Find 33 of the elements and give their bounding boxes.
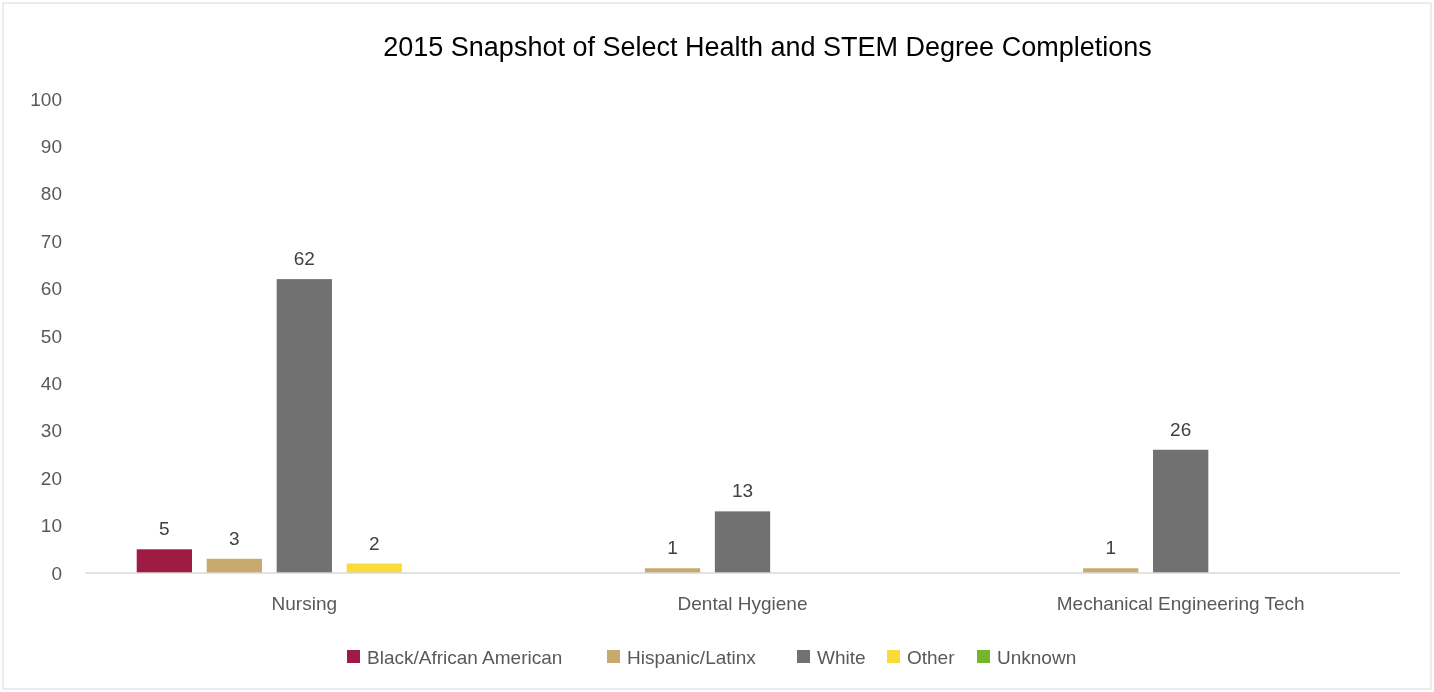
data-label: 62: [293, 248, 315, 270]
data-label: 26: [1170, 418, 1192, 440]
y-tick-label: 20: [40, 467, 62, 489]
y-tick-label: 60: [40, 278, 62, 300]
x-tick-label: Mechanical Engineering Tech: [1056, 593, 1305, 614]
y-tick-label: 40: [40, 373, 62, 395]
legend-label: Other: [907, 646, 956, 668]
legend-label: White: [817, 646, 866, 668]
chart-title: 2015 Snapshot of Select Health and STEM Degree Completions: [383, 32, 1152, 62]
bar: [1153, 449, 1209, 573]
data-label: 3: [229, 527, 240, 549]
data-label: 1: [667, 537, 678, 559]
bar: [714, 511, 771, 573]
y-tick-label: 90: [40, 136, 62, 158]
data-label: 5: [159, 518, 170, 540]
y-tick-label: 70: [40, 230, 62, 252]
y-tick-label: 100: [30, 88, 62, 110]
legend-label: Black/African American: [367, 646, 563, 668]
data-label: 2: [369, 532, 380, 554]
legend-label: Unknown: [997, 646, 1077, 668]
bar: [206, 558, 262, 573]
data-label: 1: [1105, 537, 1116, 559]
y-tick-label: 10: [40, 515, 62, 537]
y-tick-label: 80: [40, 183, 62, 205]
bar: [276, 279, 332, 573]
y-tick-label: 30: [40, 420, 62, 442]
legend-label: Hispanic/Latinx: [627, 646, 757, 668]
x-tick-label: Dental Hygiene: [677, 593, 808, 614]
y-tick-label: 0: [51, 562, 62, 584]
bar: [136, 549, 192, 573]
y-tick-label: 50: [40, 325, 62, 347]
data-label: 13: [731, 480, 754, 502]
x-tick-label: Nursing: [271, 593, 338, 614]
